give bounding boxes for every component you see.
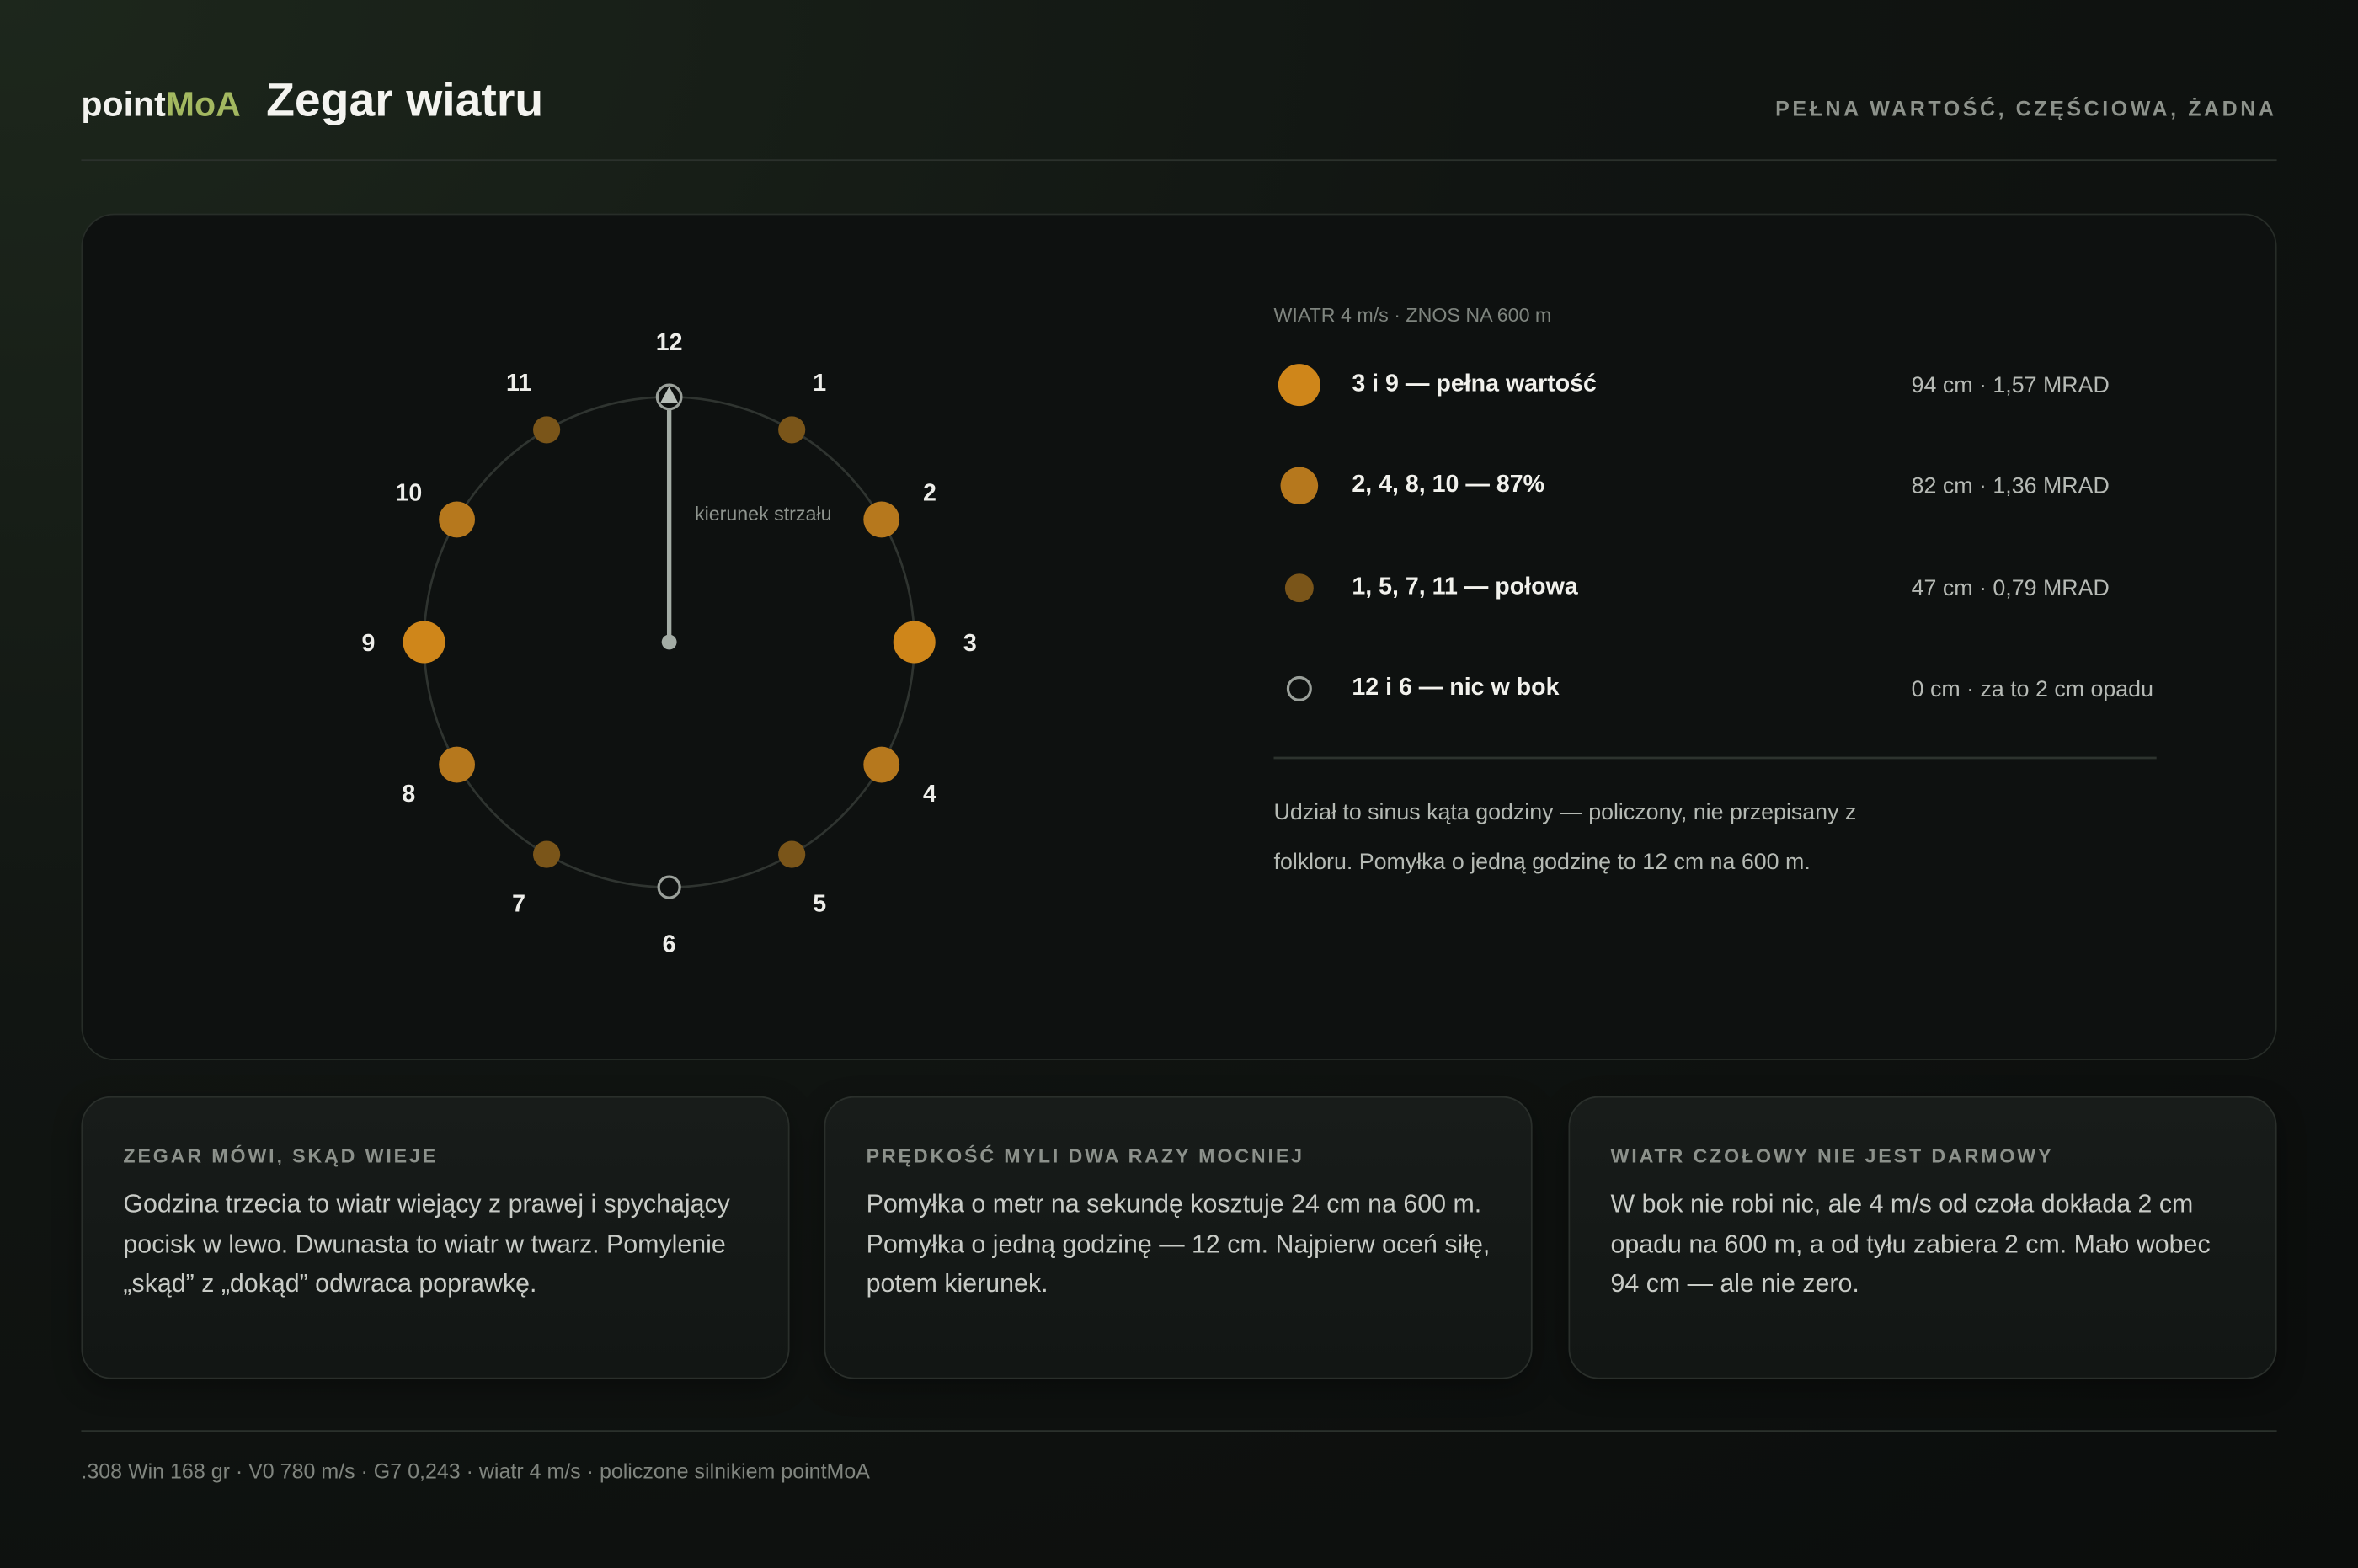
hour-label: 2 <box>923 480 936 507</box>
wind-dot <box>439 501 475 538</box>
card-title: PRĘDKOŚĆ MYLI DWA RAZY MOCNIEJ <box>866 1144 1304 1167</box>
hour-label: 10 <box>395 480 422 507</box>
wind-dot <box>439 746 475 783</box>
legend-value: 94 cm · 1,57 MRAD <box>1911 372 2110 399</box>
hour-label: 6 <box>663 931 676 957</box>
hour-label: 12 <box>656 329 683 356</box>
wind-dot <box>778 840 806 868</box>
legend-dot <box>1280 467 1319 505</box>
wind-dot <box>778 416 806 444</box>
legend-dot <box>1284 573 1314 603</box>
hour-label: 11 <box>506 370 531 397</box>
card-title: ZEGAR MÓWI, SKĄD WIEJE <box>123 1144 439 1167</box>
legend-dot <box>1278 364 1320 407</box>
legend-value: 47 cm · 0,79 MRAD <box>1911 575 2110 602</box>
legend-value: 82 cm · 1,36 MRAD <box>1911 473 2110 499</box>
card-body: Godzina trzecia to wiatr wiejący z prawe… <box>123 1189 730 1299</box>
wind-dot <box>863 501 900 538</box>
hour-label: 3 <box>963 630 977 657</box>
hour-label: 9 <box>362 630 376 657</box>
shot-arrow <box>659 386 679 403</box>
wind-dot <box>403 621 445 664</box>
main-panel <box>81 213 2277 1060</box>
hour-label: 1 <box>813 370 826 397</box>
clock-center <box>661 634 677 650</box>
legend-label: 1, 5, 7, 11 — połowa <box>1352 574 1578 600</box>
header-rule <box>81 159 2277 162</box>
footer: .308 Win 168 gr · V0 780 m/s · G7 0,243 … <box>81 1459 870 1483</box>
wind-dot <box>863 746 900 783</box>
brand: pointMoA <box>81 84 240 125</box>
legend-dot <box>1286 675 1312 701</box>
brand-a: point <box>81 83 166 124</box>
card: ZEGAR MÓWI, SKĄD WIEJE Godzina trzecia t… <box>81 1096 790 1379</box>
direction-label: kierunek strzału <box>695 503 832 525</box>
hour-label: 8 <box>402 781 415 808</box>
brand-b: MoA <box>165 83 241 124</box>
card: WIATR CZOŁOWY NIE JEST DARMOWY W bok nie… <box>1568 1096 2277 1379</box>
hour-label: 4 <box>923 781 936 808</box>
card-body: W bok nie robi nic, ale 4 m/s od czoła d… <box>1610 1189 2211 1299</box>
footer-rule <box>81 1430 2277 1432</box>
wind-dot <box>893 621 936 664</box>
legend-note: Udział to sinus kąta godziny — policzony… <box>1273 799 1857 876</box>
tagline: PEŁNA WARTOŚĆ, CZĘŚCIOWA, ŻADNA <box>1775 96 2277 120</box>
legend-label: 12 i 6 — nic w bok <box>1352 675 1560 701</box>
wind-dot <box>533 840 561 868</box>
hour-label: 5 <box>813 891 826 918</box>
legend-label: 2, 4, 8, 10 — 87% <box>1352 472 1545 499</box>
legend-label: 3 i 9 — pełna wartość <box>1352 371 1597 397</box>
wind-dot <box>657 875 681 899</box>
page-title: Zegar wiatru <box>266 73 544 126</box>
legend-caption: WIATR 4 m/s · ZNOS NA 600 m <box>1273 303 1552 327</box>
card: PRĘDKOŚĆ MYLI DWA RAZY MOCNIEJ Pomyłka o… <box>824 1096 1533 1379</box>
card-title: WIATR CZOŁOWY NIE JEST DARMOWY <box>1610 1144 2054 1167</box>
hour-label: 7 <box>512 891 525 918</box>
wind-dot <box>533 416 561 444</box>
card-body: Pomyłka o metr na sekundę kosztuje 24 cm… <box>866 1189 1491 1299</box>
legend-value: 0 cm · za to 2 cm opadu <box>1911 676 2153 702</box>
